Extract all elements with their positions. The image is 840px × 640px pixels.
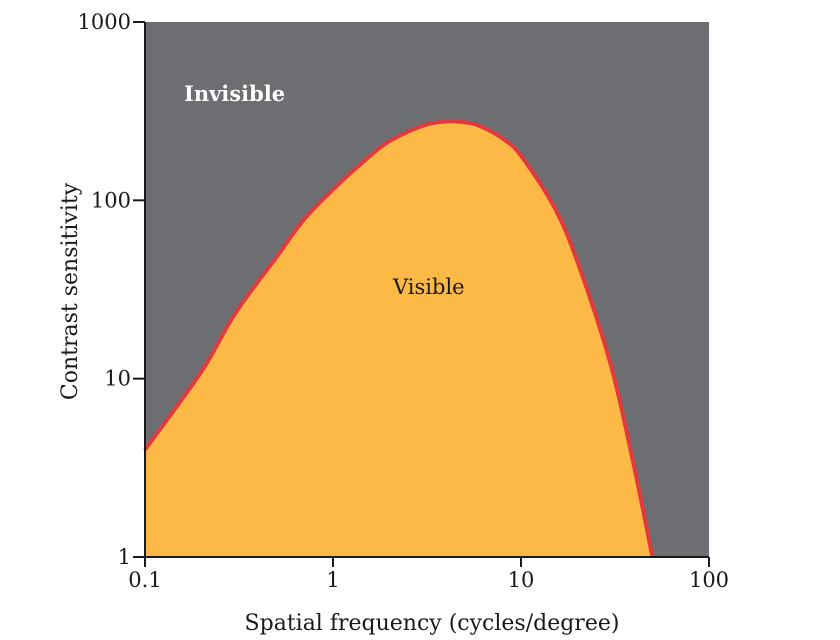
y-tick-label: 10 [104, 367, 131, 391]
x-tick-label: 10 [508, 568, 535, 592]
y-tick-label: 1 [118, 545, 131, 569]
y-axis-title: Contrast sensitivity [58, 182, 83, 400]
y-tick-label: 1000 [78, 10, 131, 34]
contrast-sensitivity-curve [143, 119, 655, 558]
invisible-label: Invisible [184, 81, 285, 106]
x-tick-label: 0.1 [128, 568, 161, 592]
x-axis-title: Spatial frequency (cycles/degree) [245, 611, 620, 636]
x-tick-label: 100 [689, 568, 729, 592]
visible-region [145, 121, 653, 557]
x-tick-label: 1 [326, 568, 339, 592]
y-tick-label: 100 [91, 188, 131, 212]
visible-label: Visible [392, 275, 465, 299]
